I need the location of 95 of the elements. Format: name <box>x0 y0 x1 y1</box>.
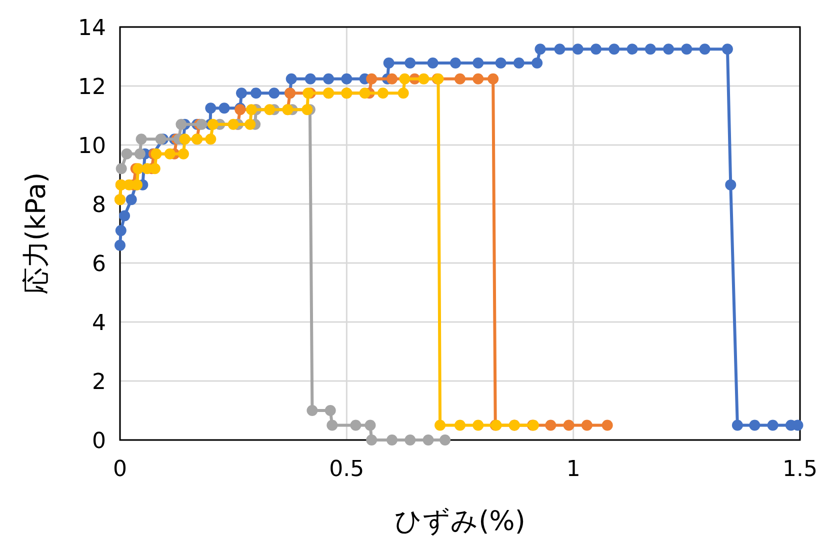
point <box>699 44 710 55</box>
point <box>115 225 126 236</box>
point <box>359 88 370 99</box>
y-axis-title: 応力(kPa) <box>21 172 52 295</box>
point <box>326 420 338 431</box>
x-tick-label: 0 <box>113 457 127 482</box>
point <box>722 44 733 55</box>
point <box>324 405 336 416</box>
point <box>450 57 461 68</box>
point <box>418 73 430 84</box>
x-tick-label: 0.5 <box>329 457 364 482</box>
y-tick-label: 6 <box>92 252 106 277</box>
point <box>488 73 499 84</box>
point <box>155 134 166 145</box>
y-tick-label: 14 <box>78 16 106 41</box>
point <box>563 420 574 431</box>
point <box>150 148 162 160</box>
point <box>404 57 416 68</box>
point <box>590 44 602 55</box>
point <box>454 73 466 84</box>
point <box>323 73 334 84</box>
point <box>341 73 352 84</box>
point <box>132 163 144 174</box>
point <box>495 57 506 68</box>
point <box>663 44 674 55</box>
point <box>114 240 126 251</box>
point <box>427 57 438 68</box>
point <box>205 102 216 114</box>
point <box>164 148 176 160</box>
x-tick-label: 1.5 <box>782 457 818 482</box>
point <box>306 405 318 416</box>
point <box>244 118 256 130</box>
point <box>404 434 416 446</box>
point <box>250 88 262 99</box>
point <box>554 44 566 55</box>
point <box>581 420 592 431</box>
point <box>121 148 132 160</box>
point <box>532 57 543 68</box>
point <box>572 44 584 55</box>
point <box>626 44 638 55</box>
point <box>608 44 620 55</box>
point <box>364 420 376 431</box>
point <box>386 73 398 84</box>
y-tick-label: 2 <box>92 370 106 395</box>
point <box>434 420 446 431</box>
point <box>602 420 613 431</box>
point <box>732 420 743 431</box>
point <box>749 420 760 431</box>
point <box>302 104 313 116</box>
point <box>681 44 692 55</box>
point <box>134 148 146 160</box>
point <box>383 57 394 68</box>
y-tick-label: 10 <box>78 134 106 159</box>
point <box>236 88 247 99</box>
point <box>534 44 546 55</box>
point <box>366 73 378 84</box>
point <box>472 73 484 84</box>
y-tick-label: 4 <box>92 311 106 336</box>
point <box>207 118 218 130</box>
point <box>350 420 362 431</box>
point <box>422 434 434 446</box>
point <box>176 118 187 130</box>
point <box>725 179 736 190</box>
point <box>644 44 656 55</box>
point <box>246 104 257 116</box>
point <box>119 210 130 222</box>
point <box>218 102 230 114</box>
point <box>366 434 378 446</box>
point <box>398 88 409 99</box>
point <box>126 194 137 206</box>
point <box>116 163 127 174</box>
point <box>228 118 239 130</box>
y-tick-label: 8 <box>92 193 106 218</box>
point <box>545 420 556 431</box>
point <box>178 148 189 160</box>
x-tick-label: 1 <box>566 457 580 482</box>
point <box>472 57 484 68</box>
point <box>304 73 316 84</box>
x-axis-title: ひずみ(%) <box>394 506 526 537</box>
point <box>386 434 398 446</box>
point <box>268 88 280 99</box>
point <box>767 420 778 431</box>
point <box>399 73 410 84</box>
point <box>205 134 216 145</box>
point <box>136 134 147 145</box>
point <box>472 420 484 431</box>
y-tick-label: 0 <box>92 429 106 454</box>
point <box>440 434 451 446</box>
point <box>513 57 524 68</box>
point <box>264 104 276 116</box>
point <box>286 73 297 84</box>
point <box>377 88 388 99</box>
y-tick-label: 12 <box>78 75 106 100</box>
point <box>196 118 208 130</box>
point <box>454 420 466 431</box>
